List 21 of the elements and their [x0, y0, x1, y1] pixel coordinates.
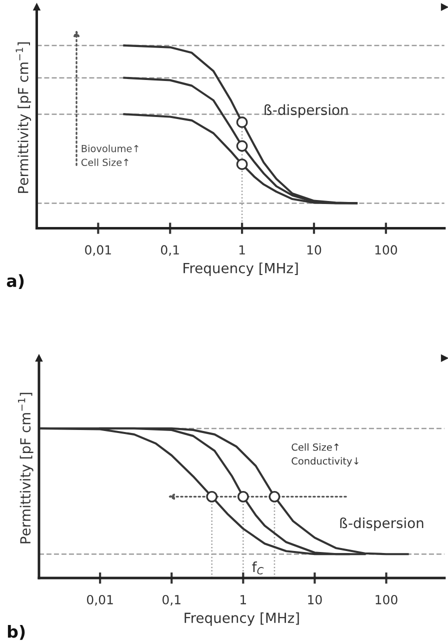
x-tick-label: 0,01 — [85, 245, 111, 256]
annotation: ß-dispersion — [340, 517, 424, 531]
annotation: f$_{C}$ — [252, 561, 264, 574]
x-tick-label: 0,1 — [162, 594, 180, 606]
annotation: Biovolume↑ Cell Size↑ — [81, 144, 138, 166]
x-tick-label: 0,01 — [86, 594, 113, 606]
text: b) — [8, 624, 25, 640]
x-tick-label: 1 — [239, 245, 245, 254]
x-tick-label: 10 — [308, 594, 322, 604]
annotation: ß-dispersion — [264, 104, 348, 118]
y-axis-title: Permittivity [pF cm$^{−1}$] — [18, 392, 34, 544]
x-tick-label: 1 — [240, 595, 246, 604]
text: a) — [6, 274, 24, 290]
x-axis-title: Frequency [MHz] — [184, 612, 299, 626]
x-tick-label: 100 — [375, 245, 398, 255]
x-tick-label: 10 — [307, 245, 322, 255]
x-tick-label: 100 — [376, 594, 398, 604]
x-tick-label: 0,1 — [160, 245, 179, 256]
annotation: Cell Size↑ Conductivity↓ — [292, 443, 358, 467]
y-axis-title: Permittivity [pF cm$^{−1}$] — [16, 42, 32, 193]
x-axis-title: Frequency [MHz] — [184, 262, 298, 276]
